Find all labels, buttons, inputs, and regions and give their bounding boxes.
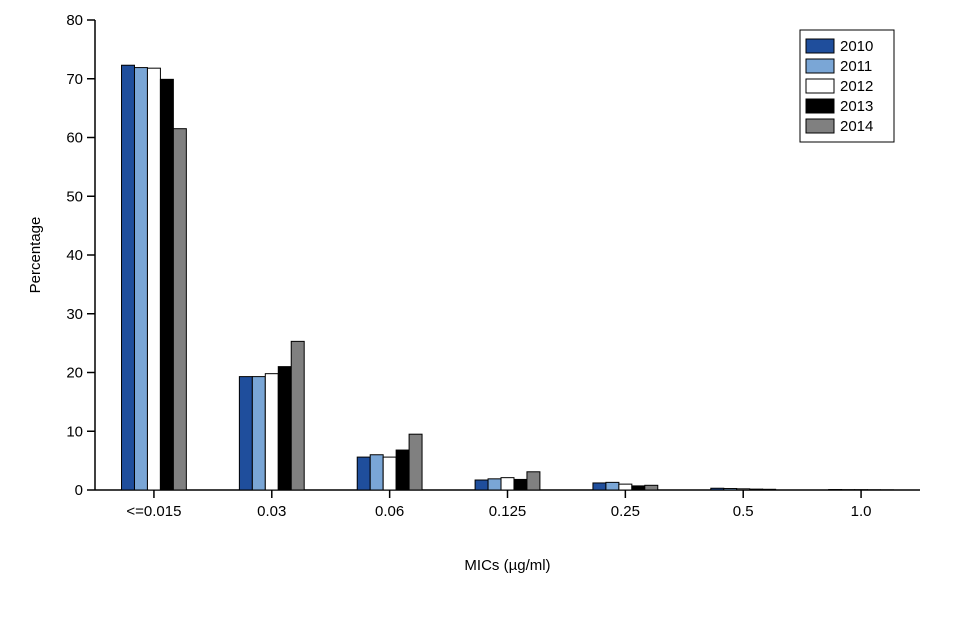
chart-container: 0 10 20 30 40 50 60 70 80 Percentage <=0.015 0.03 0.… <box>0 0 960 618</box>
legend-swatch <box>806 79 834 93</box>
bar <box>593 483 606 490</box>
bar <box>475 480 488 490</box>
bar <box>396 450 409 490</box>
bar <box>239 377 252 490</box>
y-tick-label: 70 <box>66 71 83 88</box>
x-tick-label: 0.125 <box>489 503 527 520</box>
bar <box>724 489 737 490</box>
bar <box>370 455 383 490</box>
bar <box>122 65 135 490</box>
bar <box>514 479 527 490</box>
legend-label: 2013 <box>840 98 873 115</box>
bar <box>252 377 265 490</box>
bar <box>291 341 304 490</box>
bar <box>160 79 173 490</box>
y-tick-label: 80 <box>66 12 83 29</box>
legend-label: 2010 <box>840 38 873 55</box>
y-axis-label: Percentage <box>27 217 44 294</box>
bar <box>763 489 776 490</box>
bar <box>357 457 370 490</box>
y-tick-label: 60 <box>66 130 83 147</box>
y-tick-label: 30 <box>66 306 83 323</box>
legend-label: 2014 <box>840 118 873 135</box>
legend-label: 2011 <box>840 58 872 75</box>
bar <box>527 472 540 490</box>
legend-label: 2012 <box>840 78 873 95</box>
bar-chart: 0 10 20 30 40 50 60 70 80 Percentage <=0.015 0.03 0.… <box>0 0 960 618</box>
bar <box>711 488 724 490</box>
y-tick-label: 0 <box>75 482 83 499</box>
bar <box>501 478 514 490</box>
y-tick-label: 40 <box>66 247 83 264</box>
legend-swatch <box>806 39 834 53</box>
bar <box>750 489 763 490</box>
bar <box>606 482 619 490</box>
x-tick-label: 0.5 <box>733 503 754 520</box>
x-tick-label: 0.06 <box>375 503 404 520</box>
bar <box>632 486 645 490</box>
bar <box>383 457 396 490</box>
bar <box>278 367 291 490</box>
bar <box>409 434 422 490</box>
bar <box>134 68 147 490</box>
bar <box>265 374 278 490</box>
bar <box>147 68 160 490</box>
bar <box>173 129 186 490</box>
bar <box>737 489 750 490</box>
bar <box>645 485 658 490</box>
bar <box>488 479 501 490</box>
y-tick-label: 20 <box>66 365 83 382</box>
legend-swatch <box>806 119 834 133</box>
x-tick-label: <=0.015 <box>126 503 181 520</box>
x-tick-label: 0.25 <box>611 503 640 520</box>
x-tick-label: 1.0 <box>851 503 872 520</box>
legend-swatch <box>806 59 834 73</box>
x-tick-label: 0.03 <box>257 503 286 520</box>
y-tick-label: 50 <box>66 188 83 205</box>
bar <box>619 484 632 490</box>
x-axis-label: MICs (µg/ml) <box>464 557 550 574</box>
legend-swatch <box>806 99 834 113</box>
y-tick-label: 10 <box>66 423 83 440</box>
